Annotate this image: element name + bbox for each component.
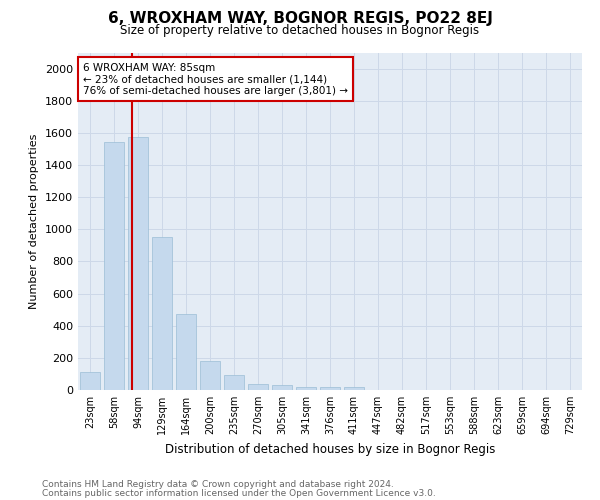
Bar xyxy=(176,314,196,390)
Text: Contains HM Land Registry data © Crown copyright and database right 2024.: Contains HM Land Registry data © Crown c… xyxy=(42,480,394,489)
Text: Contains public sector information licensed under the Open Government Licence v3: Contains public sector information licen… xyxy=(42,489,436,498)
Bar xyxy=(200,361,220,390)
Bar xyxy=(152,238,172,390)
Text: 6 WROXHAM WAY: 85sqm
← 23% of detached houses are smaller (1,144)
76% of semi-de: 6 WROXHAM WAY: 85sqm ← 23% of detached h… xyxy=(83,62,348,96)
Bar xyxy=(344,387,364,390)
Y-axis label: Number of detached properties: Number of detached properties xyxy=(29,134,40,309)
Bar xyxy=(248,384,268,390)
Bar xyxy=(320,387,340,390)
Bar xyxy=(272,385,292,390)
X-axis label: Distribution of detached houses by size in Bognor Regis: Distribution of detached houses by size … xyxy=(165,442,495,456)
Text: Size of property relative to detached houses in Bognor Regis: Size of property relative to detached ho… xyxy=(121,24,479,37)
Text: 6, WROXHAM WAY, BOGNOR REGIS, PO22 8EJ: 6, WROXHAM WAY, BOGNOR REGIS, PO22 8EJ xyxy=(107,11,493,26)
Bar xyxy=(104,142,124,390)
Bar xyxy=(128,137,148,390)
Bar xyxy=(296,387,316,390)
Bar xyxy=(224,374,244,390)
Bar xyxy=(80,372,100,390)
